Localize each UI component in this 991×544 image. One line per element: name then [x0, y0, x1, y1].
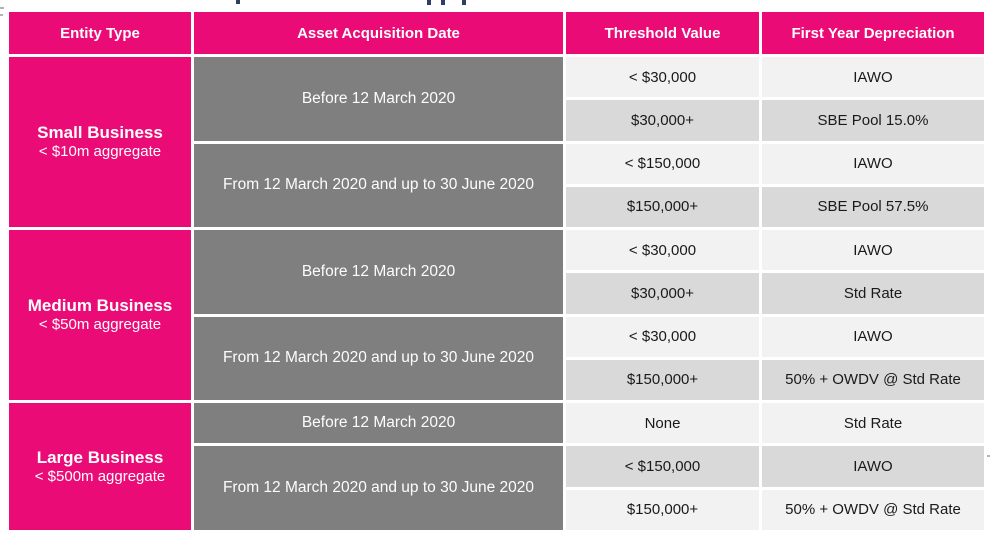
- depreciation-cell: Std Rate: [759, 270, 987, 317]
- entity-aggregate: < $500m aggregate: [34, 467, 166, 485]
- table-row: Medium Business < $50m aggregate Before …: [6, 227, 987, 404]
- header-first-year-depreciation: First Year Depreciation: [759, 9, 987, 57]
- table-row: From 12 March 2020 and up to 30 June 202…: [8, 140, 987, 231]
- depreciation-cell: SBE Pool 57.5%: [759, 183, 987, 231]
- threshold-cell: < $30,000: [563, 313, 762, 360]
- entity-name: Small Business: [37, 123, 163, 143]
- depreciation-cell: 50% + OWDV @ Std Rate: [759, 486, 987, 534]
- table-row: From 12 March 2020 and up to 30 June 202…: [8, 443, 987, 533]
- date-cell: Before 12 March 2020: [191, 227, 566, 317]
- threshold-cell: < $30,000: [563, 227, 762, 274]
- entity-cell-medium-business: Medium Business < $50m aggregate: [6, 227, 194, 404]
- threshold-cell: $150,000+: [563, 356, 762, 404]
- table-row: From 12 March 2020 and up to 30 June 202…: [8, 313, 987, 404]
- header-entity-type: Entity Type: [6, 9, 194, 57]
- header-acquisition-date: Asset Acquisition Date: [191, 9, 566, 57]
- edge-artifact: [0, 7, 4, 9]
- table-row: $30,000+ Std Rate: [8, 270, 987, 317]
- date-cell: Before 12 March 2020: [191, 400, 566, 447]
- depreciation-cell: SBE Pool 15.0%: [759, 97, 987, 144]
- edge-artifact: [985, 455, 990, 457]
- threshold-cell: < $30,000: [563, 53, 762, 101]
- cropped-heading-fragment: [236, 0, 240, 4]
- depreciation-cell: IAWO: [759, 443, 987, 490]
- edge-artifact: [0, 14, 3, 16]
- table-row: $150,000+ 50% + OWDV @ Std Rate: [8, 356, 987, 404]
- entity-cell-small-business: Small Business < $10m aggregate: [6, 53, 194, 231]
- entity-cell-large-business: Large Business < $500m aggregate: [6, 400, 194, 533]
- cropped-heading-fragment: [441, 0, 445, 5]
- depreciation-cell: IAWO: [759, 53, 987, 101]
- depreciation-cell: IAWO: [759, 140, 987, 187]
- threshold-cell: $150,000+: [563, 486, 762, 534]
- date-cell: From 12 March 2020 and up to 30 June 202…: [191, 140, 566, 231]
- date-cell: From 12 March 2020 and up to 30 June 202…: [191, 443, 566, 533]
- date-cell: Before 12 March 2020: [191, 54, 566, 144]
- depreciation-cell: IAWO: [759, 227, 987, 274]
- threshold-cell: $150,000+: [563, 183, 762, 231]
- entity-aggregate: < $50m aggregate: [38, 316, 162, 334]
- depreciation-cell: IAWO: [759, 313, 987, 360]
- header-threshold-value: Threshold Value: [563, 9, 762, 57]
- depreciation-table: Entity Type Asset Acquisition Date Thres…: [6, 9, 987, 534]
- entity-name: Medium Business: [27, 296, 173, 316]
- table-row: $150,000+ SBE Pool 57.5%: [8, 183, 987, 231]
- table-row: Large Business < $500m aggregate Before …: [6, 400, 987, 533]
- depreciation-cell: 50% + OWDV @ Std Rate: [759, 356, 987, 404]
- threshold-cell: $30,000+: [563, 97, 762, 144]
- header-row: Entity Type Asset Acquisition Date Thres…: [6, 9, 987, 57]
- table-row: Small Business < $10m aggregate Before 1…: [6, 53, 987, 231]
- threshold-cell: None: [563, 400, 762, 447]
- threshold-cell: < $150,000: [563, 140, 762, 187]
- table-row: $30,000+ SBE Pool 15.0%: [8, 97, 987, 144]
- entity-name: Large Business: [36, 447, 164, 467]
- entity-aggregate: < $10m aggregate: [38, 143, 162, 161]
- depreciation-cell: Std Rate: [759, 400, 987, 447]
- table-row: $150,000+ 50% + OWDV @ Std Rate: [8, 486, 987, 534]
- cropped-heading-fragment: [427, 0, 431, 5]
- date-cell: From 12 March 2020 and up to 30 June 202…: [191, 313, 566, 404]
- depreciation-table-wrapper: Entity Type Asset Acquisition Date Thres…: [6, 9, 987, 534]
- threshold-cell: < $150,000: [563, 443, 762, 490]
- threshold-cell: $30,000+: [563, 270, 762, 317]
- cropped-heading-fragment: [462, 0, 466, 5]
